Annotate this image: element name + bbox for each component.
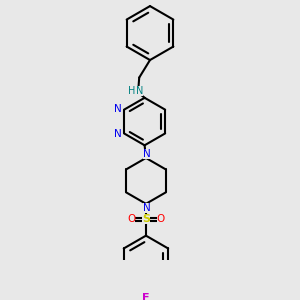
Text: N: N bbox=[114, 129, 122, 139]
Text: N: N bbox=[114, 104, 122, 114]
Text: N: N bbox=[142, 148, 150, 159]
Text: N: N bbox=[136, 85, 143, 95]
Text: N: N bbox=[142, 203, 150, 213]
Text: F: F bbox=[142, 293, 150, 300]
Text: S: S bbox=[142, 214, 150, 224]
Text: H: H bbox=[128, 85, 136, 95]
Text: O: O bbox=[127, 214, 135, 224]
Text: O: O bbox=[157, 214, 165, 224]
